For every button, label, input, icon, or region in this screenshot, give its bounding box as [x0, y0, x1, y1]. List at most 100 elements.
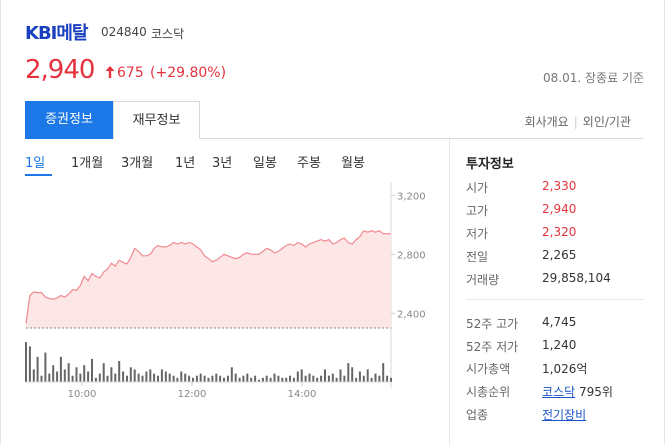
- volume-bar: [320, 375, 323, 382]
- period-tab-3y[interactable]: 3년: [212, 156, 233, 171]
- tab-financial-info[interactable]: 재무정보: [113, 101, 200, 139]
- volume-bar: [254, 375, 257, 382]
- volume-bar: [98, 373, 101, 382]
- volume-bar: [40, 375, 43, 382]
- volume-bar: [195, 375, 198, 382]
- volume-bar: [44, 352, 47, 382]
- volume-bar: [390, 377, 392, 382]
- volume-bar: [366, 369, 369, 382]
- volume-bar: [79, 373, 82, 382]
- volume-bar: [122, 371, 125, 382]
- volume-bar: [230, 367, 233, 382]
- info-label: 업종: [466, 408, 489, 422]
- volume-bar: [110, 367, 113, 382]
- volume-bar: [308, 373, 311, 382]
- volume-bar: [180, 371, 183, 382]
- investment-info-title: 투자정보: [466, 157, 514, 172]
- volume-bar: [296, 371, 299, 382]
- volume-bar: [168, 373, 171, 382]
- intraday-price-chart[interactable]: 3,200 2,800 2,400 10:00 12:00 14:00: [1, 180, 449, 405]
- volume-bar: [160, 369, 163, 382]
- volume-bar: [226, 375, 229, 382]
- volume-bar: [215, 373, 218, 382]
- period-tab-3m[interactable]: 3개월: [121, 156, 154, 171]
- volume-bar: [203, 375, 206, 382]
- period-tab-1y[interactable]: 1년: [175, 156, 196, 171]
- foreign-institution-link[interactable]: 외인/기관: [582, 115, 631, 129]
- period-tab-daily[interactable]: 일봉: [253, 156, 277, 171]
- info-label: 저가: [466, 227, 489, 241]
- volume-bar: [87, 371, 90, 382]
- volume-bar: [94, 377, 97, 382]
- volume-bar: [32, 369, 35, 382]
- price-change: 675: [117, 65, 144, 81]
- period-tab-1m[interactable]: 1개월: [71, 156, 104, 171]
- info-value: 4,745: [542, 315, 577, 329]
- volume-bar: [292, 377, 295, 382]
- info-value: 1,240: [542, 338, 577, 352]
- period-tab-monthly[interactable]: 월봉: [341, 156, 365, 171]
- volume-bar: [370, 377, 373, 382]
- volume-bar: [118, 361, 121, 382]
- period-active-indicator: [25, 174, 52, 176]
- info-label: 시총순위: [466, 385, 511, 399]
- info-label: 시가: [466, 181, 489, 195]
- info-separator: [466, 299, 644, 300]
- volume-bar: [137, 373, 140, 382]
- volume-bar: [129, 367, 132, 382]
- x-tick-label: 10:00: [68, 389, 97, 400]
- volume-bar: [312, 375, 315, 382]
- tab-securities-info[interactable]: 증권정보: [25, 101, 113, 139]
- tab-links: 회사개요 | 외인/기관: [525, 113, 631, 130]
- period-tab-weekly[interactable]: 주봉: [297, 156, 321, 171]
- volume-bar: [246, 373, 249, 382]
- info-value: 2,330: [542, 179, 577, 193]
- info-value: 코스닥 795위: [542, 383, 613, 400]
- stock-name[interactable]: KBI메탈: [25, 23, 88, 44]
- company-overview-link[interactable]: 회사개요: [524, 115, 569, 129]
- info-value: 2,265: [542, 248, 577, 262]
- volume-bar: [351, 367, 354, 382]
- volume-bar: [207, 377, 210, 382]
- volume-bar: [242, 375, 245, 382]
- info-label: 52주 고가: [466, 317, 519, 331]
- volume-bar: [75, 367, 78, 382]
- y-tick-label: 2,800: [397, 250, 426, 261]
- volume-bar: [327, 375, 330, 382]
- volume-bar: [324, 369, 326, 382]
- volume-bar: [25, 342, 27, 382]
- volume-bar: [192, 377, 194, 382]
- volume-bar: [382, 363, 385, 382]
- y-tick-label: 2,400: [397, 309, 426, 320]
- volume-bar: [219, 375, 222, 382]
- info-tabbar: 증권정보 재무정보 회사개요 | 외인/기관: [25, 101, 643, 139]
- rank-value: 795위: [578, 385, 613, 399]
- volume-bar: [133, 369, 136, 382]
- price-line: [25, 229, 391, 324]
- volume-bar: [172, 375, 175, 382]
- volume-bar: [199, 373, 202, 382]
- info-label: 전일: [466, 250, 489, 264]
- volume-bar: [223, 377, 225, 382]
- volume-bar: [63, 369, 66, 382]
- industry-link[interactable]: 전기장비: [542, 408, 587, 422]
- volume-bar: [59, 356, 62, 382]
- volume-bar: [273, 373, 276, 382]
- volume-bar: [304, 375, 307, 382]
- info-value: 2,940: [542, 202, 577, 216]
- volume-bar: [102, 363, 105, 382]
- volume-bar: [52, 365, 55, 382]
- stock-code: 024840: [101, 25, 147, 39]
- link-separator: |: [573, 115, 578, 129]
- volume-bar: [188, 375, 191, 382]
- volume-bar: [67, 363, 70, 382]
- volume-bar: [145, 371, 148, 382]
- rank-market-link[interactable]: 코스닥: [542, 385, 576, 399]
- volume-bar: [153, 373, 156, 382]
- volume-bar: [83, 365, 86, 382]
- volume-bar: [149, 369, 152, 382]
- volume-bar: [141, 375, 144, 382]
- volume-bar: [238, 377, 241, 382]
- period-tab-1d[interactable]: 1일: [25, 156, 46, 171]
